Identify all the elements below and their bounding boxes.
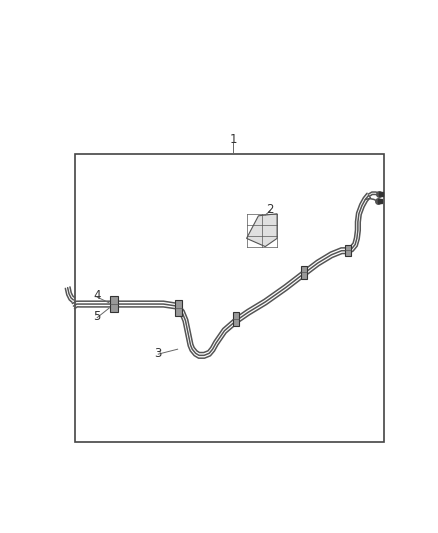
Bar bbox=[233, 312, 240, 326]
Text: 3: 3 bbox=[155, 347, 162, 360]
Text: 4: 4 bbox=[93, 289, 101, 302]
Bar bbox=[75, 154, 384, 441]
Bar bbox=[110, 296, 118, 312]
Text: 1: 1 bbox=[229, 133, 237, 147]
Text: 2: 2 bbox=[267, 203, 274, 216]
Bar bbox=[345, 245, 351, 256]
Text: 5: 5 bbox=[93, 310, 101, 323]
Polygon shape bbox=[247, 214, 277, 247]
Bar bbox=[301, 266, 307, 279]
Bar bbox=[175, 301, 182, 316]
